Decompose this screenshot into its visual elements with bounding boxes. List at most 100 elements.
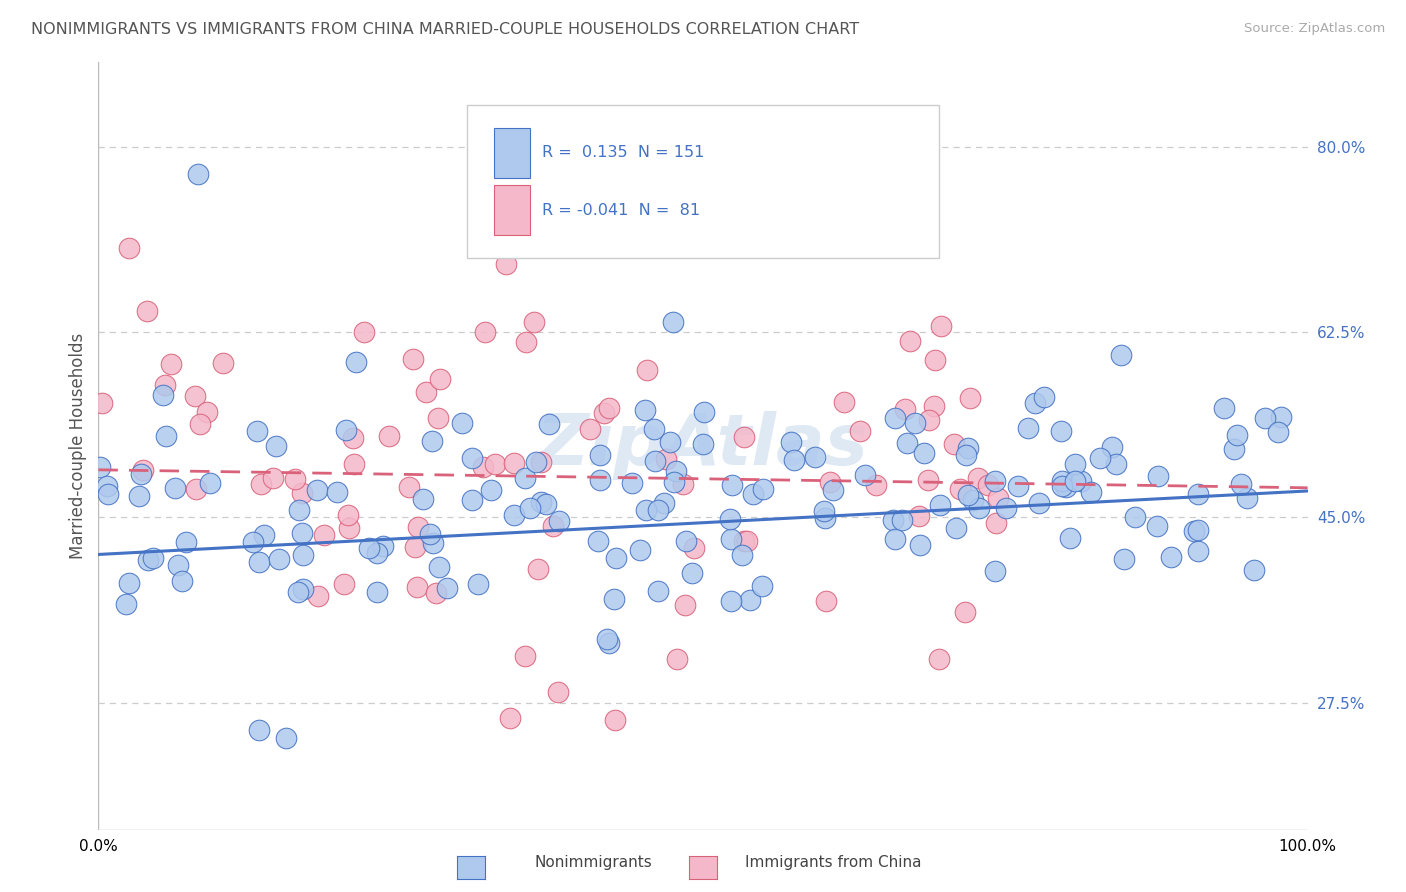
Nonimmigrants (450, 416, 472, 430)
Nonimmigrants (644, 454, 666, 468)
Nonimmigrants (595, 632, 617, 646)
Nonimmigrants (291, 526, 314, 541)
Immigrants from China (415, 384, 437, 399)
Immigrants from China (262, 471, 284, 485)
Immigrants from China (893, 401, 915, 416)
Text: Source: ZipAtlas.com: Source: ZipAtlas.com (1244, 22, 1385, 36)
Nonimmigrants (738, 592, 761, 607)
Nonimmigrants (813, 503, 835, 517)
Nonimmigrants (912, 446, 935, 460)
Nonimmigrants (1088, 450, 1111, 465)
Immigrants from China (429, 372, 451, 386)
Nonimmigrants (1070, 474, 1092, 488)
Nonimmigrants (720, 593, 742, 607)
Immigrants from China (849, 425, 872, 439)
Immigrants from China (195, 404, 218, 418)
Immigrants from China (484, 457, 506, 471)
Immigrants from China (908, 508, 931, 523)
Nonimmigrants (884, 410, 907, 425)
Immigrants from China (526, 561, 548, 575)
Immigrants from China (503, 456, 526, 470)
Immigrants from China (515, 649, 537, 664)
Nonimmigrants (1187, 524, 1209, 538)
Nonimmigrants (742, 486, 765, 500)
Immigrants from China (426, 410, 449, 425)
Immigrants from China (353, 325, 375, 339)
Nonimmigrants (1267, 425, 1289, 439)
Nonimmigrants (621, 475, 644, 490)
Immigrants from China (984, 516, 1007, 530)
Nonimmigrants (882, 513, 904, 527)
Nonimmigrants (1050, 479, 1073, 493)
Immigrants from China (184, 483, 207, 497)
Nonimmigrants (652, 496, 675, 510)
Nonimmigrants (1223, 442, 1246, 457)
Nonimmigrants (586, 534, 609, 549)
Nonimmigrants (634, 402, 657, 417)
Nonimmigrants (366, 585, 388, 599)
Nonimmigrants (141, 551, 163, 566)
Nonimmigrants (1187, 487, 1209, 501)
Nonimmigrants (1109, 348, 1132, 362)
Nonimmigrants (335, 423, 357, 437)
Nonimmigrants (957, 442, 980, 456)
Nonimmigrants (1017, 420, 1039, 434)
Nonimmigrants (1146, 519, 1168, 533)
Immigrants from China (735, 534, 758, 549)
Nonimmigrants (983, 565, 1005, 579)
Nonimmigrants (1243, 563, 1265, 577)
Nonimmigrants (1187, 544, 1209, 558)
Nonimmigrants (661, 315, 683, 329)
Immigrants from China (959, 391, 981, 405)
Immigrants from China (636, 363, 658, 377)
Nonimmigrants (675, 534, 697, 549)
Nonimmigrants (1007, 479, 1029, 493)
Nonimmigrants (628, 542, 651, 557)
Immigrants from China (579, 422, 602, 436)
Nonimmigrants (720, 532, 742, 546)
Immigrants from China (672, 476, 695, 491)
Nonimmigrants (1123, 510, 1146, 524)
Text: ZipAtlas: ZipAtlas (537, 411, 869, 481)
Nonimmigrants (908, 538, 931, 552)
Text: Nonimmigrants: Nonimmigrants (534, 855, 652, 870)
Immigrants from China (284, 472, 307, 486)
Text: Immigrants from China: Immigrants from China (745, 855, 922, 870)
Text: R = -0.041  N =  81: R = -0.041 N = 81 (543, 203, 700, 218)
Immigrants from China (598, 401, 620, 416)
Nonimmigrants (536, 497, 558, 511)
Immigrants from China (832, 395, 855, 409)
Nonimmigrants (603, 592, 626, 607)
Nonimmigrants (96, 479, 118, 493)
Immigrants from China (212, 356, 235, 370)
Nonimmigrants (198, 476, 221, 491)
Nonimmigrants (502, 508, 524, 523)
Immigrants from China (153, 378, 176, 392)
Nonimmigrants (693, 405, 716, 419)
Immigrants from China (865, 478, 887, 492)
Immigrants from China (928, 651, 950, 665)
FancyBboxPatch shape (467, 104, 939, 258)
Immigrants from China (977, 478, 1000, 492)
Nonimmigrants (346, 355, 368, 369)
Immigrants from China (523, 315, 546, 329)
Immigrants from China (898, 334, 921, 348)
Nonimmigrants (269, 551, 291, 566)
Immigrants from China (342, 458, 364, 472)
Nonimmigrants (1236, 491, 1258, 506)
Immigrants from China (820, 475, 842, 489)
Immigrants from China (966, 471, 988, 485)
Nonimmigrants (1105, 457, 1128, 471)
Nonimmigrants (155, 429, 177, 443)
Immigrants from China (733, 430, 755, 444)
Immigrants from China (547, 685, 569, 699)
Immigrants from China (943, 437, 966, 451)
Nonimmigrants (131, 467, 153, 481)
Immigrants from China (291, 486, 314, 500)
Nonimmigrants (1160, 549, 1182, 564)
Nonimmigrants (605, 551, 627, 566)
Nonimmigrants (957, 488, 980, 502)
Nonimmigrants (662, 475, 685, 490)
Nonimmigrants (903, 416, 925, 430)
Immigrants from China (336, 508, 359, 522)
